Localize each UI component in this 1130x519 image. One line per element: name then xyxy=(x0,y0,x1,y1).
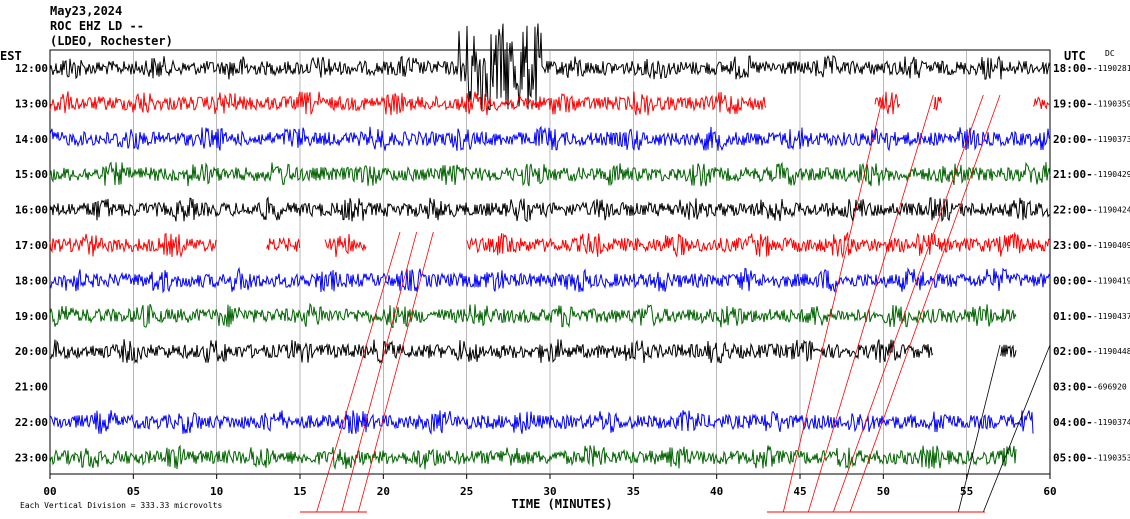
trace-line xyxy=(49,302,1017,329)
utc-hour-label: 04:00- xyxy=(1053,416,1093,429)
dc-offset-label: -696920 xyxy=(1093,383,1127,392)
trace-line xyxy=(466,231,1050,259)
est-hour-label: 16:00 xyxy=(15,204,48,217)
est-hour-label: 17:00 xyxy=(15,239,48,252)
overlay-red-line xyxy=(357,231,434,513)
x-tick-label: 55 xyxy=(960,485,973,498)
overlay-red-line xyxy=(316,231,401,513)
trace-line xyxy=(49,23,1051,111)
left-timezone-label: EST xyxy=(0,49,22,63)
network-label: (LDEO, Rochester) xyxy=(50,34,173,48)
overlay-red-line xyxy=(832,94,984,513)
dc-offset-label: -1190437 xyxy=(1093,312,1130,321)
trace-line xyxy=(266,236,301,252)
dc-offset-label: -1190419 xyxy=(1093,276,1130,285)
utc-hour-label: 18:00- xyxy=(1053,62,1093,75)
x-tick-label: 10 xyxy=(210,485,223,498)
utc-hour-label: 00:00- xyxy=(1053,274,1093,287)
x-tick-label: 30 xyxy=(543,485,556,498)
x-tick-label: 00 xyxy=(43,485,56,498)
trace-line xyxy=(49,125,1051,152)
est-hour-label: 13:00 xyxy=(15,97,48,110)
dc-offset-label: -1190429 xyxy=(1093,170,1130,179)
trace-line xyxy=(49,232,217,259)
x-tick-label: 50 xyxy=(877,485,890,498)
overlay-red-line xyxy=(782,94,884,513)
trace-line xyxy=(49,444,1017,471)
right-timezone-label: UTC xyxy=(1064,49,1086,63)
overlay-black-line xyxy=(982,344,1051,513)
est-hour-label: 19:00 xyxy=(15,310,48,323)
x-tick-label: 20 xyxy=(377,485,390,498)
est-hour-label: 15:00 xyxy=(15,168,48,181)
utc-hour-label: 22:00- xyxy=(1053,204,1093,217)
utc-hour-label: 23:00- xyxy=(1053,239,1093,252)
trace-line xyxy=(933,96,942,111)
utc-hour-label: 01:00- xyxy=(1053,310,1093,323)
utc-hour-label: 21:00- xyxy=(1053,168,1093,181)
trace-line xyxy=(324,233,367,258)
trace-line xyxy=(49,196,1051,223)
row-labels: 12:00 18:00- -1190281 13:00 19:00- -1190359 14… xyxy=(15,62,1130,464)
x-tick-label: 45 xyxy=(793,485,806,498)
est-hour-label: 21:00 xyxy=(15,381,48,394)
dc-offset-label: -1190359 xyxy=(1093,99,1130,108)
trace-line xyxy=(49,91,767,116)
dc-offset-label: -1190424 xyxy=(1093,206,1130,215)
dc-offset-header: DC xyxy=(1105,49,1115,58)
dc-offset-label: -1190353 xyxy=(1093,453,1130,462)
x-tick-label: 15 xyxy=(293,485,306,498)
utc-hour-label: 20:00- xyxy=(1053,133,1093,146)
trace-line xyxy=(874,91,901,115)
est-hour-label: 12:00 xyxy=(15,62,48,75)
x-tick-label: 60 xyxy=(1043,485,1056,498)
seismic-traces xyxy=(49,23,1051,471)
x-tick-label: 35 xyxy=(627,485,640,498)
station-label: ROC EHZ LD -- xyxy=(50,19,144,33)
x-tick-label: 05 xyxy=(127,485,140,498)
x-tick-label: 25 xyxy=(460,485,473,498)
trace-line xyxy=(49,266,1051,294)
utc-hour-label: 05:00- xyxy=(1053,451,1093,464)
dc-offset-label: -1190448 xyxy=(1093,347,1130,356)
scale-note: Each Vertical Division = 333.33 microvol… xyxy=(20,501,222,510)
vertical-gridlines xyxy=(133,50,967,474)
est-hour-label: 23:00 xyxy=(15,451,48,464)
overlay-red-line xyxy=(807,94,934,513)
x-tick-label: 40 xyxy=(710,485,723,498)
trace-line xyxy=(49,161,1051,187)
dc-offset-label: -1190409 xyxy=(1093,241,1130,250)
x-axis-ticks: 00 05 10 15 20 25 30 35 40 45 50 55 60 xyxy=(43,474,1057,498)
est-hour-label: 20:00 xyxy=(15,345,48,358)
est-hour-label: 18:00 xyxy=(15,274,48,287)
x-axis-title: TIME (MINUTES) xyxy=(511,497,612,511)
date-label: May23,2024 xyxy=(50,4,122,18)
dc-offset-label: -1190373 xyxy=(1093,135,1130,144)
dc-offset-label: -1190374 xyxy=(1093,418,1130,427)
dc-offset-label: -1190281 xyxy=(1093,64,1130,73)
overlay-red-line xyxy=(849,94,1001,513)
trace-line xyxy=(49,339,934,364)
overlay-lines xyxy=(300,94,1051,513)
utc-hour-label: 19:00- xyxy=(1053,97,1093,110)
est-hour-label: 22:00 xyxy=(15,416,48,429)
overlay-red-line xyxy=(341,231,418,513)
overlay-black-line xyxy=(957,344,1001,513)
trace-line xyxy=(49,410,1034,435)
utc-hour-label: 03:00- xyxy=(1053,381,1093,394)
utc-hour-label: 02:00- xyxy=(1053,345,1093,358)
trace-line xyxy=(1032,96,1050,110)
trace-line xyxy=(999,344,1017,359)
est-hour-label: 14:00 xyxy=(15,133,48,146)
